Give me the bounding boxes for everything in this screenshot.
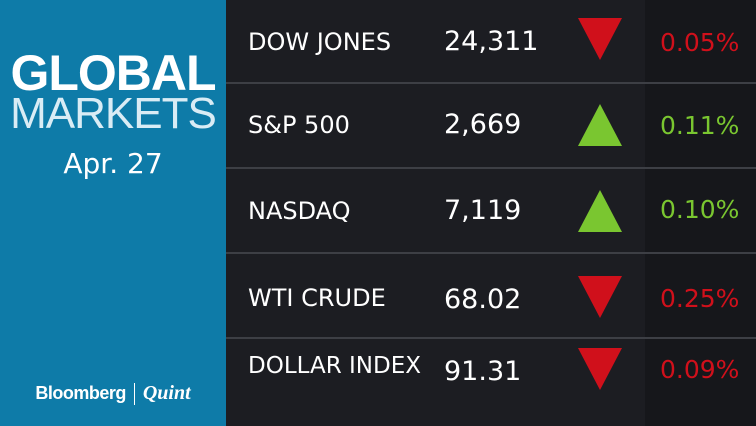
market-value: 91.31: [444, 356, 522, 387]
market-name: WTI CRUDE: [248, 284, 386, 312]
market-change: 0.11%: [660, 111, 740, 140]
market-value: 24,311: [444, 26, 539, 57]
market-change: 0.25%: [660, 284, 740, 313]
market-name: S&P 500: [248, 111, 350, 139]
market-name: DOW JONES: [248, 28, 392, 56]
market-change: 0.05%: [660, 28, 740, 57]
change-column-bg: [645, 0, 756, 426]
market-name: DOLLAR INDEX: [248, 353, 421, 379]
brand-logo: Bloomberg Quint: [0, 382, 226, 405]
brand-separator: [133, 383, 135, 405]
title-markets: MARKETS: [10, 89, 217, 138]
down-triangle-icon: [578, 348, 622, 390]
market-change: 0.09%: [660, 355, 740, 384]
row-divider: [226, 252, 756, 254]
brand-bloomberg: Bloomberg: [35, 383, 126, 403]
date-label: Apr. 27: [63, 147, 163, 180]
row-divider: [226, 337, 756, 339]
market-value: 68.02: [444, 284, 522, 315]
title-panel: GLOBAL MARKETS Apr. 27 Bloomberg Quint: [0, 0, 226, 426]
market-change: 0.10%: [660, 195, 740, 224]
down-triangle-icon: [578, 18, 622, 60]
brand-quint: Quint: [142, 382, 191, 404]
row-divider: [226, 167, 756, 169]
up-triangle-icon: [578, 190, 622, 232]
down-triangle-icon: [578, 276, 622, 318]
market-value: 2,669: [444, 109, 522, 140]
markets-table: DOW JONES 24,311 0.05% S&P 500 2,669 0.1…: [226, 0, 756, 426]
market-value: 7,119: [444, 195, 522, 226]
title-global: GLOBAL: [10, 45, 216, 101]
up-triangle-icon: [578, 104, 622, 146]
market-name: NASDAQ: [248, 197, 351, 225]
row-divider: [226, 82, 756, 84]
